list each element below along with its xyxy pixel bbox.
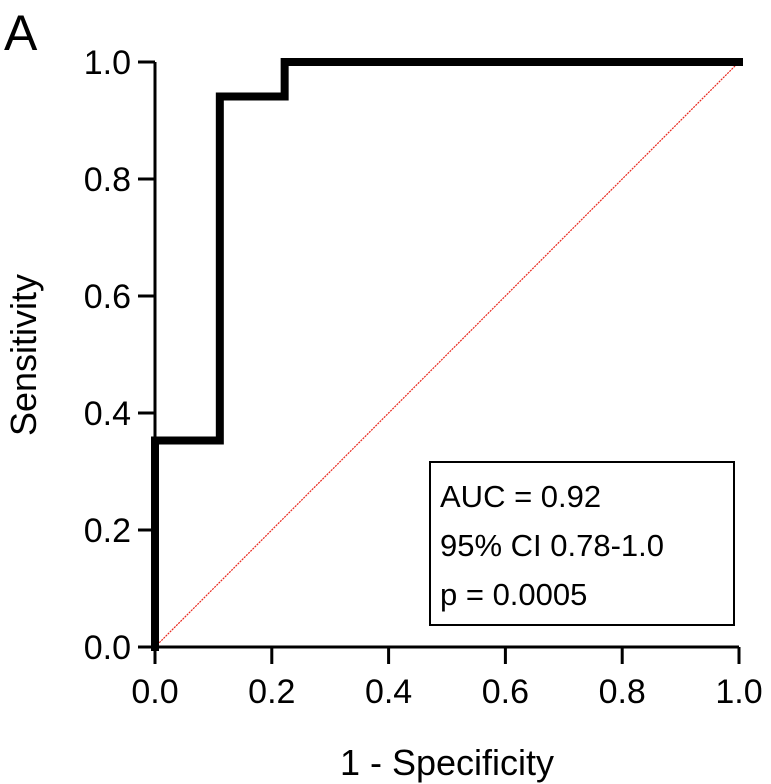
y-tick-label: 0.0 — [84, 629, 131, 667]
x-tick-label: 1.0 — [715, 673, 762, 711]
roc-curve — [151, 58, 743, 651]
y-tick-label: 1.0 — [84, 44, 131, 82]
x-tick-label: 0.8 — [599, 673, 646, 711]
ci-annotation: 95% CI 0.78-1.0 — [440, 528, 664, 563]
p-annotation: p = 0.0005 — [440, 577, 587, 612]
y-axis-label: Sensitivity — [3, 274, 44, 436]
y-tick-label: 0.2 — [84, 512, 131, 550]
x-axis-label: 1 - Specificity — [340, 742, 554, 783]
auc-annotation: AUC = 0.92 — [440, 479, 601, 514]
stats-box — [429, 461, 735, 626]
y-tick-label: 0.6 — [84, 278, 131, 316]
x-tick-label: 0.2 — [248, 673, 295, 711]
y-tick-label: 0.4 — [84, 395, 131, 433]
x-tick-label: 0.4 — [365, 673, 412, 711]
reference-line — [154, 61, 740, 648]
x-tick-label: 0.0 — [131, 673, 178, 711]
x-tick-label: 0.6 — [482, 673, 529, 711]
panel-label: A — [4, 5, 38, 61]
y-tick-label: 0.8 — [84, 161, 131, 199]
